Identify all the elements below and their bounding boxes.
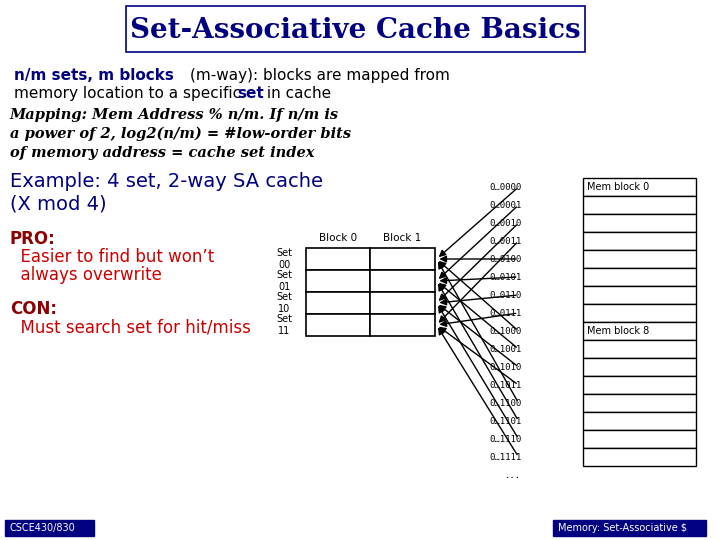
Bar: [582, 430, 696, 448]
Text: Set
01: Set 01: [276, 270, 292, 292]
Bar: [582, 322, 696, 340]
Text: set: set: [237, 86, 264, 101]
Text: (m-way): blocks are mapped from: (m-way): blocks are mapped from: [189, 68, 449, 83]
Bar: [582, 448, 696, 466]
Text: 0…1001: 0…1001: [490, 345, 521, 354]
Text: in cache: in cache: [262, 86, 331, 101]
Bar: [582, 250, 696, 268]
Text: 0…0001: 0…0001: [490, 200, 521, 210]
Bar: [582, 304, 696, 322]
Text: a power of 2, log2(n/m) = #low-order bits: a power of 2, log2(n/m) = #low-order bit…: [10, 127, 351, 141]
Bar: [306, 292, 370, 314]
Text: Set
11: Set 11: [276, 314, 292, 336]
Text: of memory address = cache set index: of memory address = cache set index: [10, 146, 315, 160]
Text: Mem block 8: Mem block 8: [587, 326, 649, 336]
Bar: [582, 196, 696, 214]
Text: Mapping: Mem Address % n/m. If n/m is: Mapping: Mem Address % n/m. If n/m is: [10, 108, 339, 122]
Bar: [582, 358, 696, 376]
Bar: [582, 412, 696, 430]
Text: 0…1100: 0…1100: [490, 399, 521, 408]
Bar: [582, 376, 696, 394]
Text: 0…0011: 0…0011: [490, 237, 521, 246]
Text: always overwrite: always overwrite: [10, 266, 162, 284]
Bar: [370, 292, 435, 314]
Bar: [582, 268, 696, 286]
Text: CSCE430/830: CSCE430/830: [10, 523, 76, 533]
Text: CON:: CON:: [10, 300, 57, 318]
Text: 0…1111: 0…1111: [490, 453, 521, 462]
Text: Example: 4 set, 2-way SA cache
(X mod 4): Example: 4 set, 2-way SA cache (X mod 4): [10, 172, 323, 213]
Text: n/m sets, m blocks: n/m sets, m blocks: [14, 68, 179, 83]
Text: 0…0101: 0…0101: [490, 273, 521, 281]
Text: 0…1011: 0…1011: [490, 381, 521, 389]
Text: PRO:: PRO:: [10, 230, 55, 248]
Text: Set
00: Set 00: [276, 248, 292, 270]
Bar: [582, 232, 696, 250]
Bar: [5, 520, 94, 536]
Text: Block 1: Block 1: [383, 233, 422, 243]
Bar: [370, 248, 435, 270]
Text: 0…1110: 0…1110: [490, 435, 521, 443]
Text: 0…0000: 0…0000: [490, 183, 521, 192]
Bar: [370, 314, 435, 336]
Text: memory location to a specific: memory location to a specific: [14, 86, 246, 101]
Bar: [582, 394, 696, 412]
Text: 0…1000: 0…1000: [490, 327, 521, 335]
Text: 0…1101: 0…1101: [490, 416, 521, 426]
Text: Block 0: Block 0: [319, 233, 357, 243]
Text: 0…1010: 0…1010: [490, 362, 521, 372]
Bar: [370, 270, 435, 292]
Bar: [553, 520, 706, 536]
Text: 0…0100: 0…0100: [490, 254, 521, 264]
Text: 0…0010: 0…0010: [490, 219, 521, 227]
Text: Memory: Set-Associative $: Memory: Set-Associative $: [558, 523, 687, 533]
Text: 0…0111: 0…0111: [490, 308, 521, 318]
Bar: [306, 248, 370, 270]
Bar: [582, 340, 696, 358]
Bar: [582, 214, 696, 232]
Bar: [582, 286, 696, 304]
Text: Mem block 0: Mem block 0: [587, 182, 649, 192]
Text: Set-Associative Cache Basics: Set-Associative Cache Basics: [130, 17, 581, 44]
Text: Set
10: Set 10: [276, 292, 292, 314]
Text: ...: ...: [505, 470, 521, 480]
Text: Must search set for hit/miss: Must search set for hit/miss: [10, 318, 251, 336]
Text: 0…0110: 0…0110: [490, 291, 521, 300]
Bar: [582, 178, 696, 196]
Text: Easier to find but won’t: Easier to find but won’t: [10, 248, 214, 266]
FancyBboxPatch shape: [127, 6, 585, 52]
Bar: [306, 270, 370, 292]
Bar: [306, 314, 370, 336]
